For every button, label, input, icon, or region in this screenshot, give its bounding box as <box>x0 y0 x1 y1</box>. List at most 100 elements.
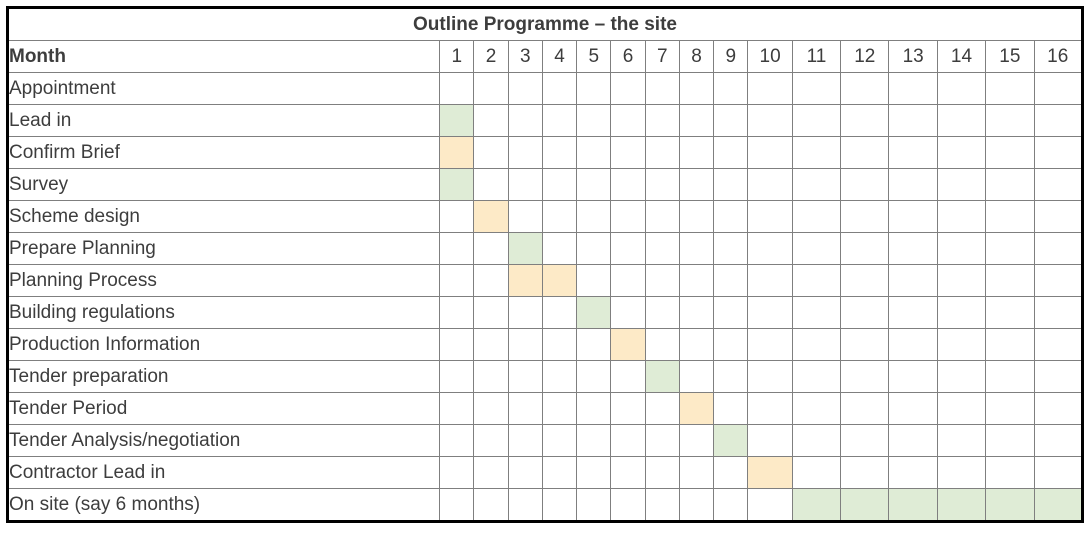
task-row: Tender Analysis/negotiation <box>6 424 1083 457</box>
gantt-bar-cell <box>644 360 680 393</box>
month-header-14: 14 <box>936 40 987 73</box>
gantt-cell <box>439 456 475 489</box>
gantt-cell <box>473 360 509 393</box>
gantt-cell <box>713 456 749 489</box>
gantt-cell <box>791 200 842 233</box>
gantt-cell <box>1033 456 1083 489</box>
gantt-cell <box>888 456 938 489</box>
gantt-cell <box>713 296 749 329</box>
gantt-cell <box>888 264 938 297</box>
gantt-cell <box>541 232 578 265</box>
gantt-cell <box>541 200 578 233</box>
gantt-cell <box>610 72 646 105</box>
month-header-9: 9 <box>713 40 749 73</box>
gantt-cell <box>985 456 1035 489</box>
gantt-cell <box>985 200 1035 233</box>
gantt-bar-cell <box>439 168 475 201</box>
gantt-cell <box>678 72 715 105</box>
task-label: On site (say 6 months) <box>6 488 441 522</box>
gantt-cell <box>840 264 890 297</box>
gantt-cell <box>610 296 646 329</box>
gantt-cell <box>541 424 578 457</box>
month-header-8: 8 <box>678 40 715 73</box>
gantt-cell <box>747 424 793 457</box>
month-header-5: 5 <box>576 40 612 73</box>
gantt-cell <box>747 264 793 297</box>
gantt-cell <box>840 456 890 489</box>
gantt-cell <box>791 72 842 105</box>
month-header-13: 13 <box>888 40 938 73</box>
gantt-bar-cell <box>1033 488 1083 522</box>
gantt-cell <box>791 360 842 393</box>
gantt-cell <box>473 232 509 265</box>
month-header-10: 10 <box>747 40 793 73</box>
gantt-cell <box>1033 232 1083 265</box>
task-row: Lead in <box>6 104 1083 137</box>
gantt-cell <box>840 104 890 137</box>
gantt-cell <box>747 200 793 233</box>
gantt-bar-cell <box>507 232 543 265</box>
gantt-cell <box>541 456 578 489</box>
gantt-cell <box>1033 136 1083 169</box>
gantt-cell <box>541 360 578 393</box>
gantt-cell <box>791 232 842 265</box>
gantt-cell <box>610 392 646 425</box>
gantt-cell <box>840 392 890 425</box>
gantt-cell <box>1033 360 1083 393</box>
task-label: Production Information <box>6 328 441 361</box>
gantt-cell <box>473 264 509 297</box>
gantt-cell <box>507 72 543 105</box>
gantt-cell <box>576 72 612 105</box>
gantt-cell <box>576 264 612 297</box>
gantt-cell <box>678 456 715 489</box>
gantt-cell <box>678 488 715 522</box>
gantt-cell <box>936 168 987 201</box>
task-row: Building regulations <box>6 296 1083 329</box>
gantt-cell <box>888 424 938 457</box>
gantt-cell <box>936 456 987 489</box>
task-label: Appointment <box>6 72 441 105</box>
gantt-cell <box>644 104 680 137</box>
gantt-cell <box>747 168 793 201</box>
gantt-cell <box>747 488 793 522</box>
gantt-cell <box>936 328 987 361</box>
gantt-cell <box>541 488 578 522</box>
gantt-cell <box>936 232 987 265</box>
month-header-6: 6 <box>610 40 646 73</box>
gantt-cell <box>576 232 612 265</box>
task-row: Confirm Brief <box>6 136 1083 169</box>
task-row: Appointment <box>6 72 1083 105</box>
gantt-cell <box>507 136 543 169</box>
gantt-cell <box>713 264 749 297</box>
gantt-cell <box>473 488 509 522</box>
gantt-cell <box>1033 328 1083 361</box>
gantt-cell <box>936 296 987 329</box>
gantt-cell <box>678 360 715 393</box>
gantt-cell <box>576 488 612 522</box>
task-label: Confirm Brief <box>6 136 441 169</box>
gantt-cell <box>473 72 509 105</box>
gantt-cell <box>985 392 1035 425</box>
gantt-cell <box>747 232 793 265</box>
gantt-cell <box>576 424 612 457</box>
gantt-cell <box>678 232 715 265</box>
gantt-cell <box>439 200 475 233</box>
gantt-cell <box>840 296 890 329</box>
gantt-cell <box>1033 200 1083 233</box>
gantt-cell <box>507 392 543 425</box>
gantt-cell <box>888 168 938 201</box>
gantt-cell <box>747 296 793 329</box>
gantt-cell <box>791 136 842 169</box>
task-label: Lead in <box>6 104 441 137</box>
gantt-cell <box>439 296 475 329</box>
gantt-cell <box>791 328 842 361</box>
gantt-cell <box>747 360 793 393</box>
month-header-label: Month <box>6 40 441 73</box>
gantt-bar-cell <box>985 488 1035 522</box>
month-header-row: Month 1 2 3 4 5 6 7 8 9 10 11 12 13 14 15 16 <box>6 40 1083 73</box>
gantt-cell <box>473 392 509 425</box>
gantt-cell <box>713 360 749 393</box>
gantt-cell <box>439 72 475 105</box>
